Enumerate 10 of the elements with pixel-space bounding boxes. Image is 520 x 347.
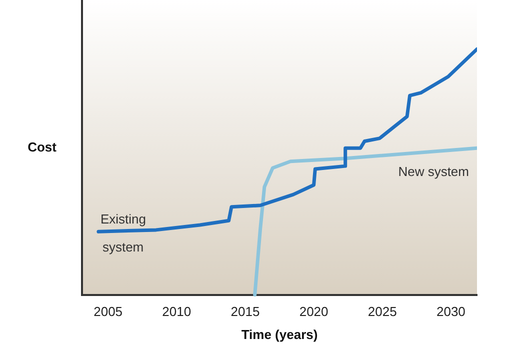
series-label: Existing system bbox=[100, 212, 146, 255]
x-tick-label: 2010 bbox=[162, 304, 192, 320]
x-tick-label: 2020 bbox=[299, 304, 328, 320]
x-tick-label: 2025 bbox=[368, 304, 397, 320]
x-axis-title: Time (years) bbox=[241, 326, 318, 342]
series-label: New system bbox=[398, 164, 469, 180]
x-tick-label: 2005 bbox=[94, 304, 123, 320]
x-tick-label: 2030 bbox=[436, 304, 466, 320]
y-axis-title: Cost bbox=[28, 139, 58, 154]
x-tick-label: 2015 bbox=[230, 304, 260, 320]
